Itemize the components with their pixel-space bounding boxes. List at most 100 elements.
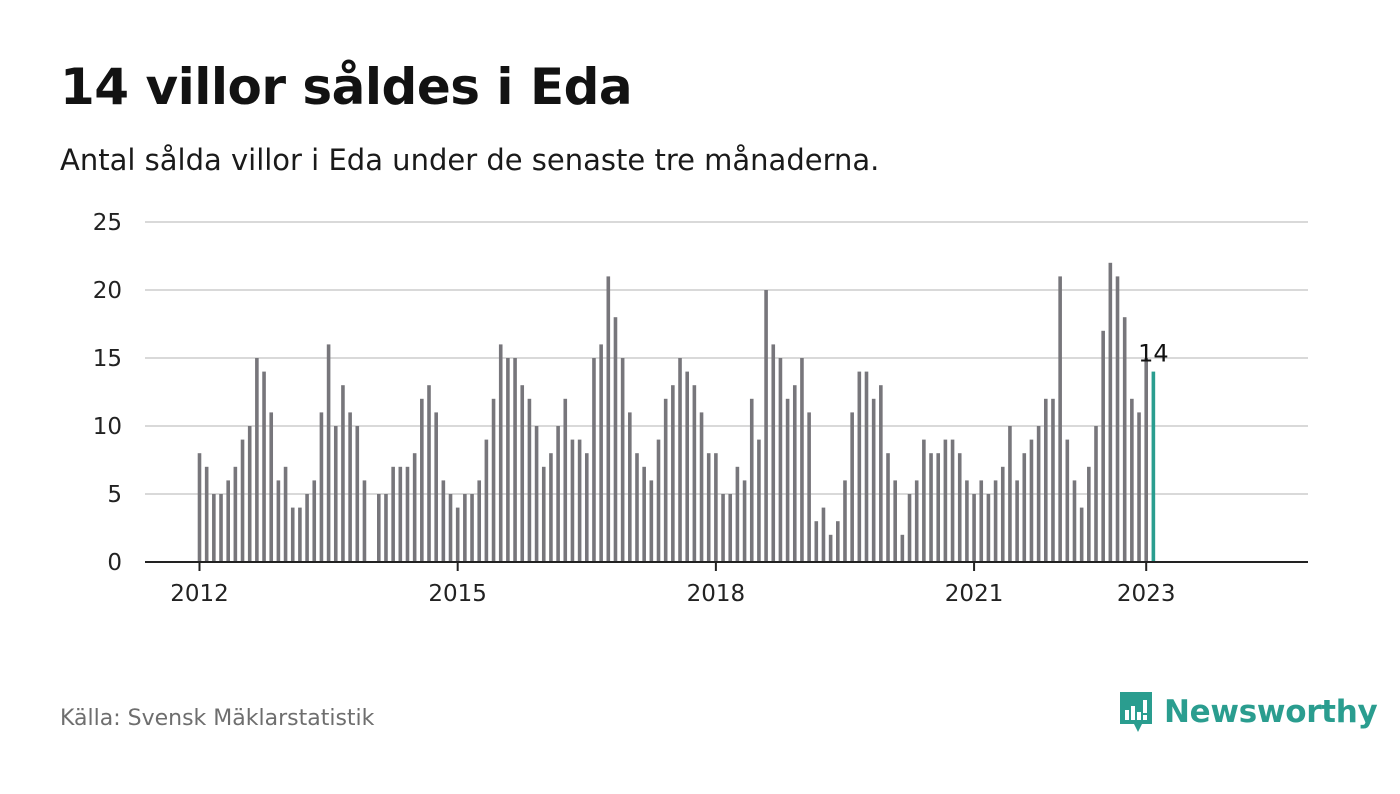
- bar: [972, 494, 976, 562]
- bar: [1137, 412, 1141, 562]
- bar: [405, 466, 410, 562]
- bar: [771, 344, 776, 562]
- bar: [312, 480, 317, 562]
- bar: [298, 507, 302, 562]
- bar: [427, 385, 431, 562]
- bar: [1087, 466, 1091, 562]
- bar: [642, 466, 646, 562]
- x-tick-label: 2018: [687, 581, 746, 607]
- bar: [355, 426, 360, 562]
- y-tick-label: 25: [93, 210, 122, 236]
- y-tick-label: 15: [93, 346, 122, 372]
- bar: [879, 385, 883, 562]
- bar: [484, 439, 489, 562]
- brand-name: Newsworthy: [1164, 694, 1378, 730]
- bar: [1094, 426, 1098, 562]
- bar: [914, 480, 919, 562]
- bar: [341, 385, 345, 562]
- bar: [549, 453, 553, 562]
- bar: [513, 358, 517, 562]
- bar: [247, 426, 252, 562]
- bar: [965, 480, 969, 562]
- bar: [1043, 398, 1048, 562]
- bar: [1101, 330, 1105, 562]
- bar: [377, 494, 381, 562]
- bar: [506, 358, 510, 562]
- bar: [448, 494, 453, 562]
- bar: [362, 480, 367, 562]
- highlight-value-label: 14: [1138, 340, 1169, 368]
- bar: [577, 439, 582, 562]
- bar: [333, 426, 338, 562]
- bar: [620, 358, 625, 562]
- bar: [828, 534, 833, 562]
- bar: [986, 494, 991, 562]
- x-tick-label: 2015: [428, 581, 487, 607]
- bar: [326, 344, 331, 562]
- bar: [635, 453, 639, 562]
- bar: [455, 507, 460, 562]
- bar: [778, 358, 783, 562]
- bar: [714, 453, 718, 562]
- bar: [1144, 358, 1149, 562]
- bar: [613, 317, 618, 562]
- bar: [706, 453, 711, 562]
- bar: [556, 426, 560, 562]
- bar: [922, 439, 926, 562]
- bar: [570, 439, 575, 562]
- bar: [1036, 426, 1041, 562]
- bar: [233, 466, 238, 562]
- bar: [792, 385, 797, 562]
- x-tick-label: 2023: [1117, 581, 1176, 607]
- bar: [204, 466, 209, 562]
- y-tick-label: 20: [93, 278, 122, 304]
- bar: [728, 494, 733, 562]
- bar: [721, 494, 725, 562]
- bar: [1079, 507, 1084, 562]
- bar: [219, 494, 223, 562]
- bar: [628, 412, 632, 562]
- bars: [197, 262, 1156, 562]
- bar: [692, 385, 697, 562]
- bar: [957, 453, 962, 562]
- bar: [900, 534, 905, 562]
- bar: [871, 398, 876, 562]
- bar: [226, 480, 230, 562]
- bar: [742, 480, 747, 562]
- x-tick-label: 2012: [170, 581, 229, 607]
- bar: [1065, 439, 1070, 562]
- bar: [262, 371, 266, 562]
- bar: [1015, 480, 1019, 562]
- bar: [527, 398, 532, 562]
- bar: [685, 371, 689, 562]
- bar: [398, 466, 403, 562]
- bar: [470, 494, 474, 562]
- bar: [864, 371, 869, 562]
- bar: [785, 398, 790, 562]
- bar: [764, 290, 768, 562]
- bar: [563, 398, 568, 562]
- bar: [1029, 439, 1034, 562]
- bar: [434, 412, 438, 562]
- bar: [857, 371, 862, 562]
- bar: [384, 494, 388, 562]
- bar: [463, 494, 467, 562]
- y-tick-label: 0: [107, 550, 122, 576]
- bar: [498, 344, 503, 562]
- bar: [420, 398, 424, 562]
- bar: [520, 385, 525, 562]
- bar: [305, 494, 309, 562]
- bar: [749, 398, 754, 562]
- page-subtitle: Antal sålda villor i Eda under de senast…: [60, 143, 880, 177]
- bar: [1108, 262, 1113, 562]
- bar: [1051, 398, 1055, 562]
- bar: [599, 344, 603, 562]
- bar: [534, 426, 539, 562]
- bar: [699, 412, 704, 562]
- bar: [283, 466, 288, 562]
- y-tick-label: 10: [93, 414, 122, 440]
- bar: [735, 466, 740, 562]
- grid-lines: [145, 221, 1308, 495]
- bar: [197, 453, 202, 562]
- bar: [649, 480, 654, 562]
